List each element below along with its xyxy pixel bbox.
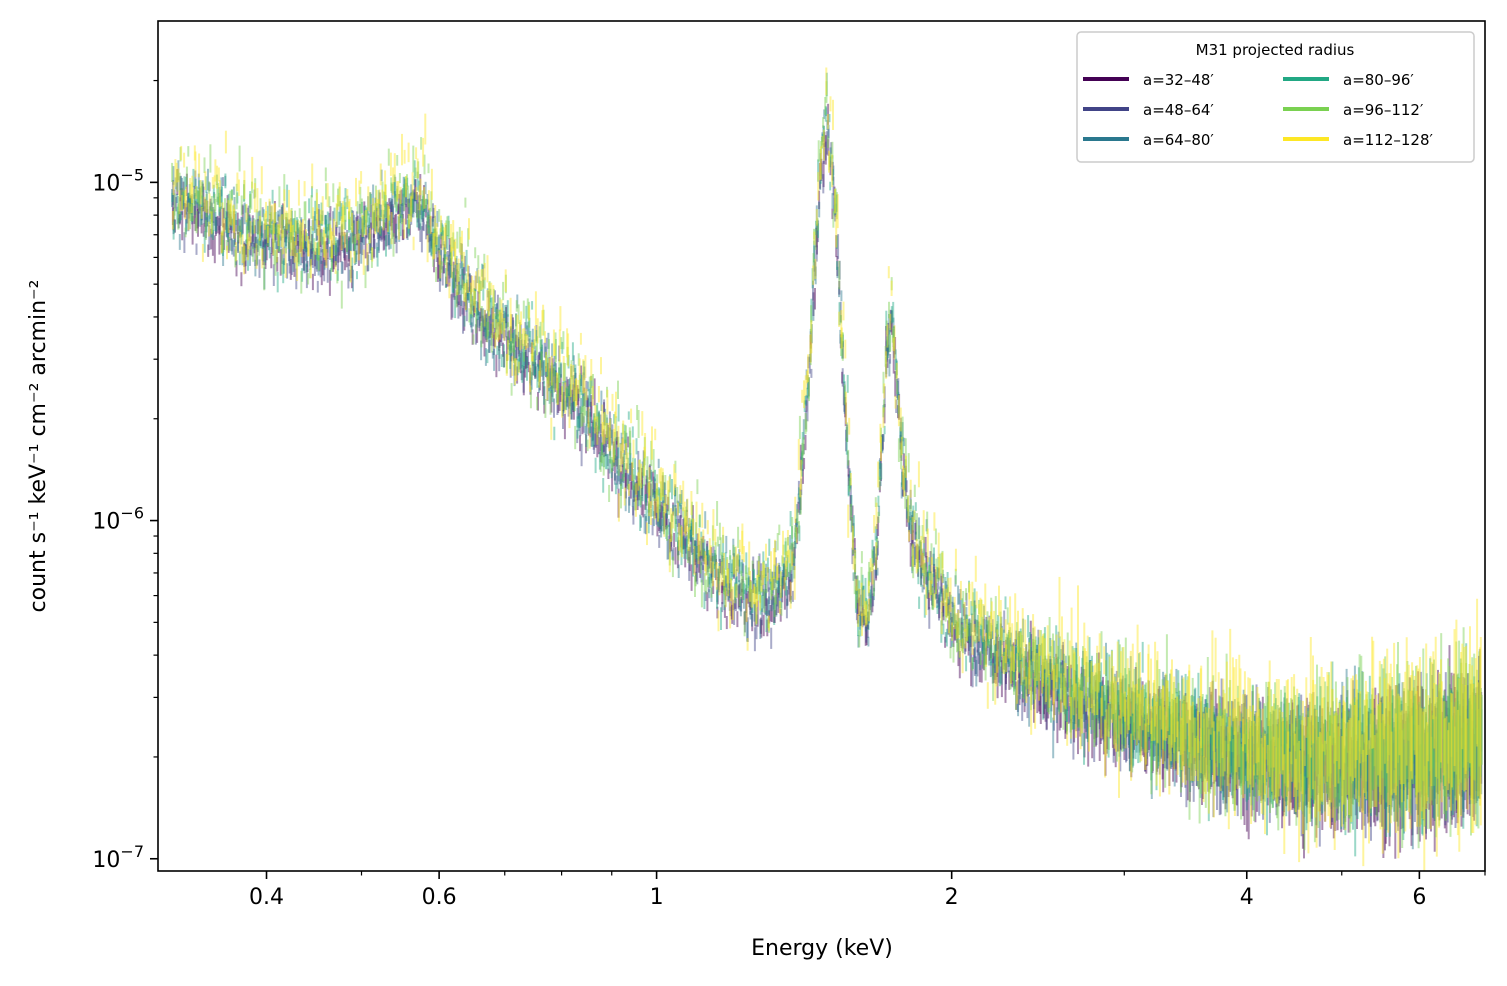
series-3	[171, 107, 1483, 850]
series-4	[171, 72, 1482, 857]
series-2	[171, 128, 1483, 847]
series-5	[171, 81, 1483, 851]
data-layer	[171, 67, 1483, 871]
series-6	[171, 67, 1482, 871]
series-1	[171, 103, 1483, 859]
